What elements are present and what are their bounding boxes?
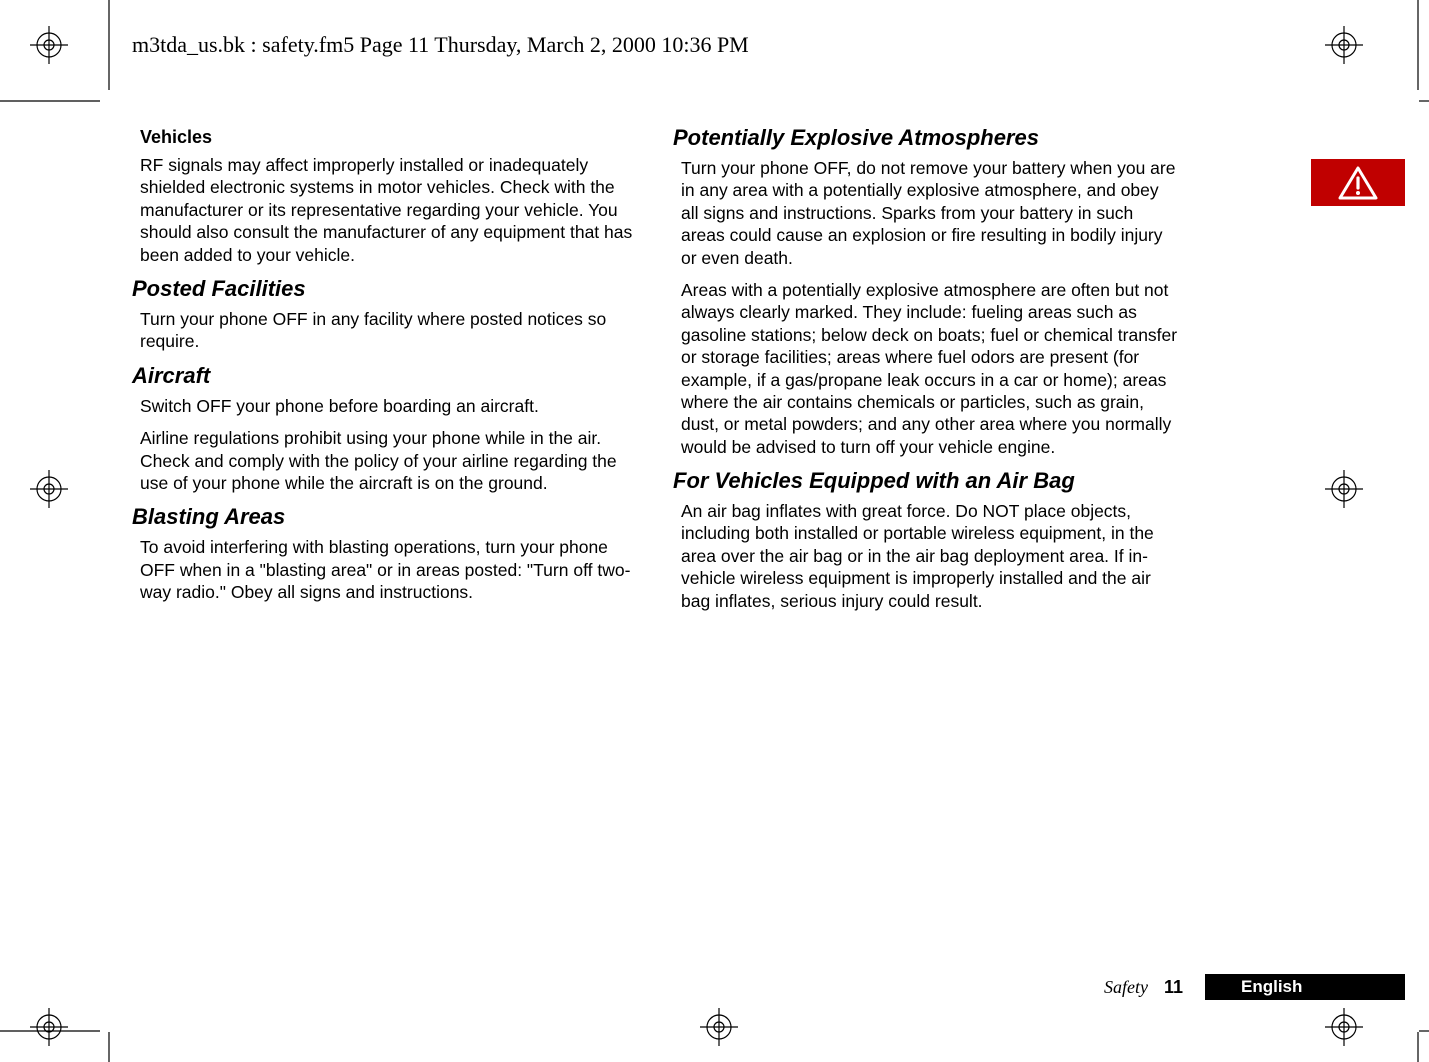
body-posted-facilities: Turn your phone OFF in any facility wher… [140, 308, 637, 353]
heading-explosive-atmospheres: Potentially Explosive Atmospheres [673, 125, 1178, 151]
crop-mark [0, 100, 100, 102]
crop-mark [1417, 1032, 1419, 1062]
registration-mark-icon [30, 1008, 68, 1046]
heading-posted-facilities: Posted Facilities [132, 276, 637, 302]
heading-blasting-areas: Blasting Areas [132, 504, 637, 530]
body-explosive-1: Turn your phone OFF, do not remove your … [681, 157, 1178, 269]
body-airbag: An air bag inflates with great force. Do… [681, 500, 1178, 612]
warning-badge [1311, 159, 1405, 206]
body-aircraft-1: Switch OFF your phone before boarding an… [140, 395, 637, 417]
registration-mark-icon [1325, 1008, 1363, 1046]
page-footer: Safety 11 English [1104, 974, 1405, 1000]
heading-aircraft: Aircraft [132, 363, 637, 389]
crop-mark [1419, 1030, 1429, 1032]
heading-vehicles: Vehicles [140, 127, 637, 148]
crop-mark [108, 0, 110, 90]
left-column: Vehicles RF signals may affect improperl… [140, 125, 637, 622]
footer-page-number: 11 [1164, 977, 1183, 998]
body-explosive-2: Areas with a potentially explosive atmos… [681, 279, 1178, 458]
right-column: Potentially Explosive Atmospheres Turn y… [681, 125, 1178, 622]
registration-mark-icon [30, 470, 68, 508]
registration-mark-icon [1325, 470, 1363, 508]
body-blasting-areas: To avoid interfering with blasting opera… [140, 536, 637, 603]
crop-mark [1417, 0, 1419, 90]
registration-mark-icon [1325, 26, 1363, 64]
body-aircraft-2: Airline regulations prohibit using your … [140, 427, 637, 494]
crop-mark [108, 1032, 110, 1062]
crop-mark [1419, 100, 1429, 102]
body-vehicles: RF signals may affect improperly install… [140, 154, 637, 266]
registration-mark-icon [30, 26, 68, 64]
footer-language-box: English [1205, 974, 1405, 1000]
warning-triangle-icon [1338, 166, 1378, 200]
page-content: Vehicles RF signals may affect improperl… [140, 125, 1178, 622]
registration-mark-icon [700, 1008, 738, 1046]
footer-section-label: Safety [1104, 977, 1148, 998]
page-header-metadata: m3tda_us.bk : safety.fm5 Page 11 Thursda… [132, 32, 749, 58]
footer-language-label: English [1241, 977, 1302, 997]
heading-airbag: For Vehicles Equipped with an Air Bag [673, 468, 1178, 494]
